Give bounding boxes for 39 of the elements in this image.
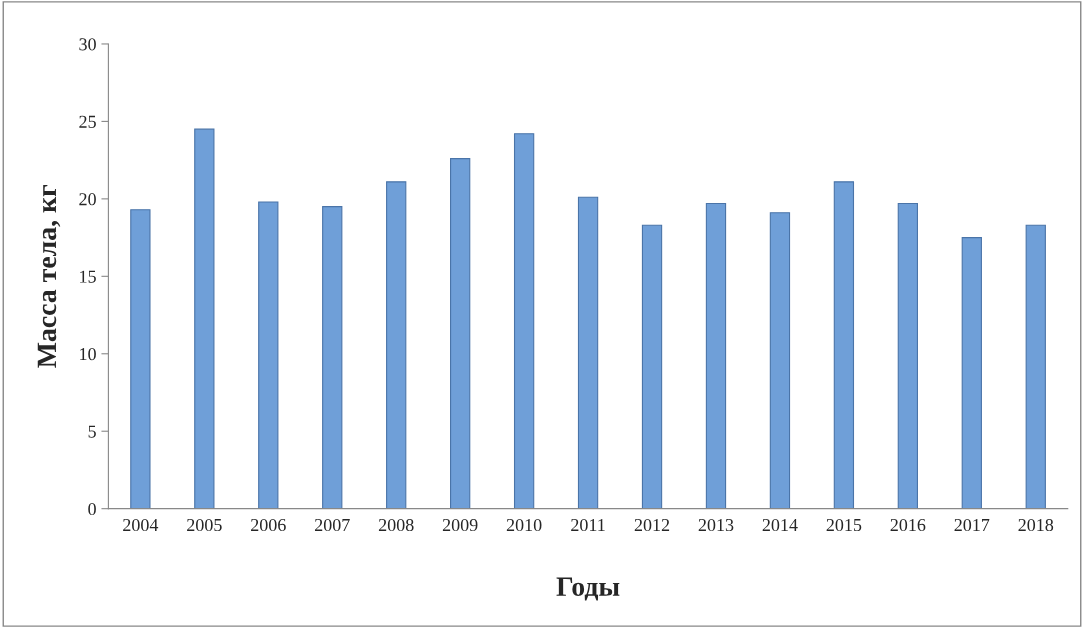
bar (705, 202, 727, 509)
y-tick-label: 15 (80, 270, 96, 283)
x-tick-label: 2010 (506, 518, 542, 532)
bar (386, 181, 407, 509)
y-tick-label: 10 (80, 348, 96, 361)
y-tick-label: 25 (79, 115, 96, 128)
bar (961, 237, 982, 509)
x-tick-label: 2009 (442, 518, 478, 532)
x-tick-label: 2014 (762, 518, 798, 532)
bar (577, 196, 599, 509)
bar (641, 224, 663, 509)
x-tick-label: 2015 (826, 518, 862, 532)
bar (769, 212, 791, 509)
x-tick-label: 2018 (1018, 518, 1054, 532)
bar (194, 128, 215, 509)
x-tick-label: 2017 (954, 518, 990, 532)
y-tick-label: 0 (88, 502, 96, 516)
bar (258, 201, 279, 509)
x-tick-label: 2004 (123, 518, 159, 532)
bar (130, 209, 151, 509)
x-tick-label: 2016 (890, 518, 926, 532)
bar (450, 158, 471, 509)
x-tick-label: 2006 (251, 518, 286, 532)
x-tick-label: 2008 (378, 518, 414, 532)
x-tick-label: 2005 (187, 518, 222, 532)
bar (897, 202, 918, 509)
x-tick-label: 2007 (314, 518, 350, 532)
bar (322, 206, 343, 509)
y-tick-label: 5 (88, 425, 96, 438)
x-tick-label: 2011 (571, 518, 605, 532)
y-tick-label: 30 (79, 38, 96, 51)
bar (833, 181, 855, 509)
x-axis-title: Годы (556, 577, 620, 601)
x-tick-label: 2012 (634, 518, 670, 532)
bar (1025, 224, 1046, 509)
x-tick-label: 2013 (698, 518, 734, 532)
y-axis-title: Масса тела, кг (37, 185, 61, 368)
y-tick-label: 20 (79, 193, 96, 206)
bar (513, 133, 535, 509)
